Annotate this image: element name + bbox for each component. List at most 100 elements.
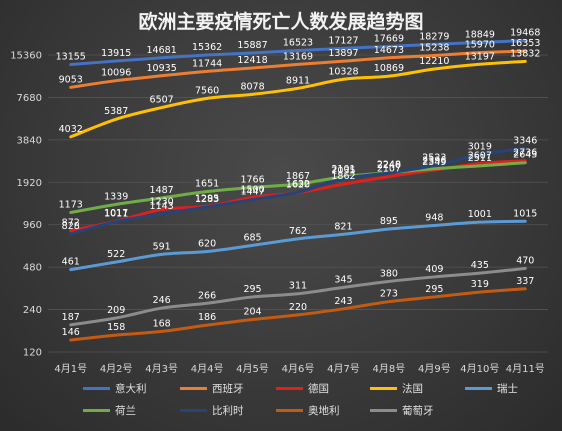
data-label: 5387	[104, 106, 128, 117]
data-label: 821	[334, 221, 352, 232]
data-label: 1620	[286, 180, 310, 191]
data-label: 1487	[150, 185, 174, 196]
data-label: 243	[334, 296, 352, 307]
data-label: 2396	[422, 156, 446, 167]
data-label: 3346	[513, 135, 537, 146]
data-label: 2607	[468, 151, 492, 162]
y-axis: 120 240 480 960 1920 3840 7680 15360	[10, 51, 42, 359]
data-label: 273	[380, 289, 398, 300]
data-label: 158	[107, 322, 125, 333]
data-label: 266	[198, 290, 216, 301]
legend-label: 瑞士	[497, 382, 518, 395]
data-label: 1283	[195, 194, 219, 205]
data-label: 209	[107, 305, 125, 316]
x-tick-label: 4月3号	[145, 363, 178, 375]
data-label: 9053	[59, 74, 83, 85]
data-label: 204	[243, 307, 261, 318]
data-label: 15970	[465, 40, 495, 51]
x-tick-label: 4月9号	[418, 363, 451, 375]
chart-title: 欧洲主要疫情死亡人数发展趋势图	[138, 10, 423, 33]
data-label: 10328	[328, 66, 358, 77]
data-label: 168	[153, 318, 171, 329]
data-label: 146	[62, 327, 80, 338]
data-label: 1766	[240, 174, 264, 185]
y-tick-label: 1920	[17, 178, 42, 189]
y-tick-label: 480	[23, 263, 42, 274]
series-line	[69, 59, 527, 139]
data-label: 2523	[422, 153, 446, 164]
y-tick-label: 960	[23, 220, 42, 231]
data-label: 380	[380, 268, 398, 279]
series-line	[69, 49, 527, 89]
data-label: 337	[516, 276, 534, 287]
data-label: 8911	[286, 75, 310, 86]
data-label: 345	[334, 274, 352, 285]
data-label: 10096	[101, 68, 131, 79]
x-tick-label: 4月11号	[506, 363, 545, 375]
data-label: 1017	[104, 208, 128, 219]
data-label: 2035	[331, 166, 355, 177]
x-tick-label: 4月6号	[282, 363, 315, 375]
data-label: 13915	[101, 48, 131, 59]
data-label: 2349	[422, 157, 446, 168]
data-label: 13155	[56, 51, 86, 62]
data-label: 461	[62, 257, 80, 268]
y-tick-label: 120	[23, 348, 42, 359]
x-tick-label: 4月7号	[327, 363, 360, 375]
series-line	[69, 219, 527, 272]
data-label: 828	[62, 221, 80, 232]
data-label: 1500	[240, 184, 264, 195]
data-label: 1015	[513, 208, 537, 219]
data-label: 7560	[195, 85, 219, 96]
data-label: 17127	[328, 35, 358, 46]
x-tick-label: 4月1号	[54, 363, 87, 375]
data-label: 435	[471, 260, 489, 271]
series-line	[69, 287, 527, 342]
x-tick-label: 4月2号	[100, 363, 133, 375]
data-label: 4032	[59, 124, 83, 135]
data-label: 295	[425, 284, 443, 295]
data-label: 14681	[147, 45, 177, 56]
data-label: 2736	[513, 148, 537, 159]
data-label: 1011	[104, 209, 128, 220]
data-label: 14673	[374, 45, 404, 56]
data-label: 13169	[283, 51, 313, 62]
data-label: 15362	[192, 42, 222, 53]
series-line	[69, 146, 527, 236]
data-label: 591	[153, 241, 171, 252]
data-label: 17669	[374, 33, 404, 44]
legend-label: 西班牙	[212, 383, 244, 395]
legend-label: 奥地利	[308, 404, 340, 417]
data-label: 1651	[195, 179, 219, 190]
data-label: 187	[62, 312, 80, 323]
data-label: 522	[107, 249, 125, 260]
data-label: 18279	[419, 31, 449, 42]
data-label: 1862	[331, 171, 355, 182]
legend-label: 德国	[308, 382, 329, 395]
data-label: 295	[243, 284, 261, 295]
data-labels: 13155 13915 14681 15362 15887 16523 17127 17669…	[56, 27, 541, 338]
data-label: 311	[289, 281, 307, 292]
x-axis: 4月1号 4月2号 4月3号 4月4号 4月5号 4月6号 4月7号 4月8号 4月9号 4月10…	[54, 363, 544, 375]
series-line	[69, 38, 527, 66]
data-label: 1447	[240, 187, 264, 198]
data-label: 186	[198, 312, 216, 323]
data-label: 1173	[59, 199, 83, 210]
data-label: 11744	[192, 58, 222, 69]
data-label: 16523	[283, 38, 313, 49]
legend-label: 荷兰	[115, 404, 136, 417]
y-tick-label: 7680	[17, 93, 42, 104]
series-line	[69, 161, 527, 214]
y-tick-label: 240	[23, 305, 42, 316]
data-label: 2240	[377, 160, 401, 171]
gridlines	[48, 54, 548, 353]
x-tick-label: 4月5号	[236, 363, 269, 375]
data-label: 18849	[465, 29, 495, 40]
y-tick-label: 15360	[10, 51, 42, 62]
data-label: 2248	[377, 160, 401, 171]
data-label: 10935	[147, 63, 177, 74]
data-label: 319	[471, 279, 489, 290]
data-label: 620	[198, 238, 216, 249]
data-label: 1230	[150, 197, 174, 208]
